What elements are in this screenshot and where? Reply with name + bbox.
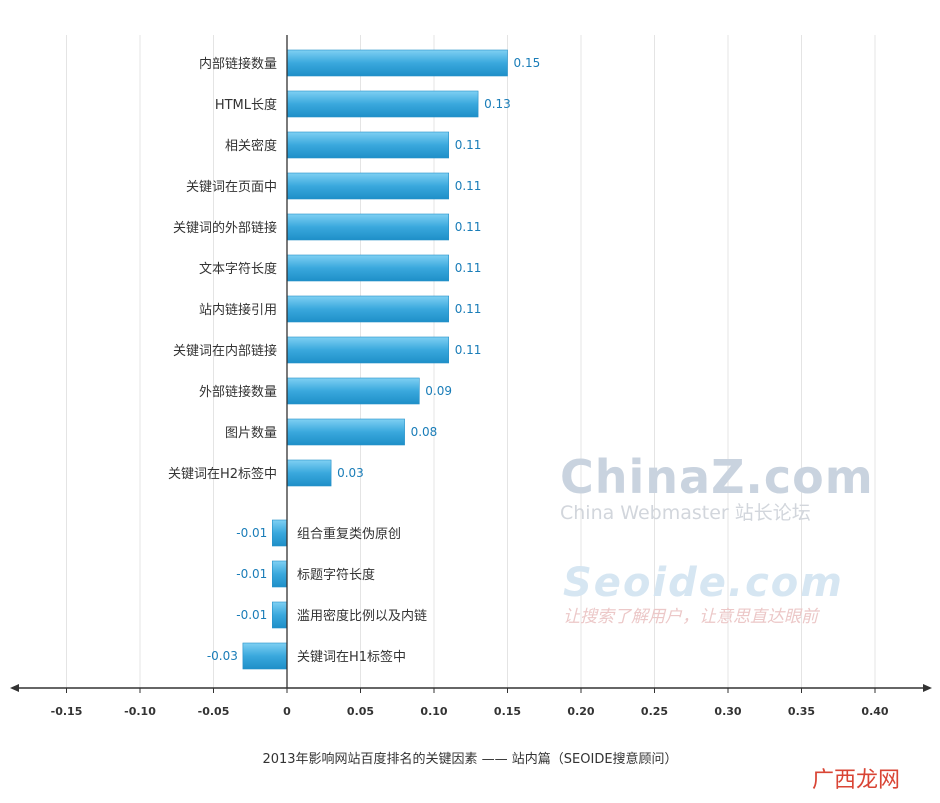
bar [271, 519, 288, 547]
x-tick-label: 0.30 [714, 705, 741, 718]
x-tick-label: 0 [283, 705, 291, 718]
category-label: 滥用密度比例以及内链 [297, 608, 427, 624]
bar [286, 377, 420, 405]
data-label: 0.11 [455, 343, 482, 357]
data-label: 0.11 [455, 179, 482, 193]
category-label: 关键词在页面中 [186, 180, 277, 195]
data-label: -0.01 [236, 608, 267, 622]
category-label: 图片数量 [225, 426, 277, 441]
category-label: HTML长度 [215, 97, 277, 113]
data-label: 0.15 [514, 56, 541, 70]
data-label: 0.13 [484, 97, 511, 111]
data-label: 0.09 [425, 384, 452, 398]
category-label: 外部链接数量 [199, 384, 277, 400]
chinaz-watermark-subtitle: China Webmaster 站长论坛 [560, 502, 811, 524]
data-label: 0.08 [411, 425, 438, 439]
x-tick-label: -0.15 [51, 705, 83, 718]
chinaz-watermark-logo: ChinaZ.com [560, 450, 874, 504]
bar [286, 254, 449, 282]
chinaz-watermark: ChinaZ.com China Webmaster 站长论坛 [560, 450, 874, 525]
category-label: 关键词的外部链接 [173, 220, 277, 236]
x-tick-label: 0.10 [420, 705, 447, 718]
data-label: 0.11 [455, 261, 482, 275]
x-tick-label: -0.05 [198, 705, 230, 718]
x-axis-left-arrow [10, 684, 19, 692]
x-tick-label: 0.05 [347, 705, 374, 718]
x-tick-label: 0.20 [567, 705, 594, 718]
category-label: 关键词在H1标签中 [297, 649, 406, 665]
x-tick-label: 0.35 [788, 705, 815, 718]
x-tick-label: 0.25 [641, 705, 668, 718]
category-label: 组合重复类伪原创 [297, 526, 401, 542]
x-tick-label: 0.40 [861, 705, 888, 718]
x-tick-label: -0.10 [124, 705, 156, 718]
site-watermark: 广西龙网 [812, 768, 901, 793]
bar [286, 90, 479, 118]
bar [286, 213, 449, 241]
bar [286, 172, 449, 200]
bar [242, 642, 288, 670]
chart-caption: 2013年影响网站百度排名的关键因素 —— 站内篇（SEOIDE搜意顾问） [262, 752, 678, 767]
category-label: 关键词在内部链接 [173, 343, 277, 359]
bar [286, 459, 332, 487]
bar [286, 131, 449, 159]
seoide-watermark-logo: Seoide.com [563, 560, 844, 606]
bar [286, 49, 508, 77]
category-label: 标题字符长度 [297, 567, 375, 583]
data-label: 0.11 [455, 138, 482, 152]
data-label: 0.11 [455, 302, 482, 316]
category-label: 文本字符长度 [199, 261, 277, 277]
x-axis-right-arrow [923, 684, 932, 692]
bar [271, 560, 288, 588]
seoide-watermark-slogan: 让搜索了解用户，让意思直达眼前 [563, 607, 818, 627]
data-label: 0.03 [337, 466, 364, 480]
data-label: 0.11 [455, 220, 482, 234]
data-label: -0.03 [207, 649, 238, 663]
category-label: 内部链接数量 [199, 56, 277, 72]
seoide-watermark: Seoide.com 让搜索了解用户，让意思直达眼前 [563, 560, 844, 627]
category-label: 站内链接引用 [199, 302, 277, 318]
category-label: 关键词在H2标签中 [168, 466, 277, 482]
data-label: -0.01 [236, 567, 267, 581]
bar [271, 601, 288, 629]
bar [286, 418, 405, 446]
data-label: -0.01 [236, 526, 267, 540]
bar [286, 295, 449, 323]
x-tick-label: 0.15 [494, 705, 521, 718]
category-label: 相关密度 [225, 138, 277, 154]
bar [286, 336, 449, 364]
